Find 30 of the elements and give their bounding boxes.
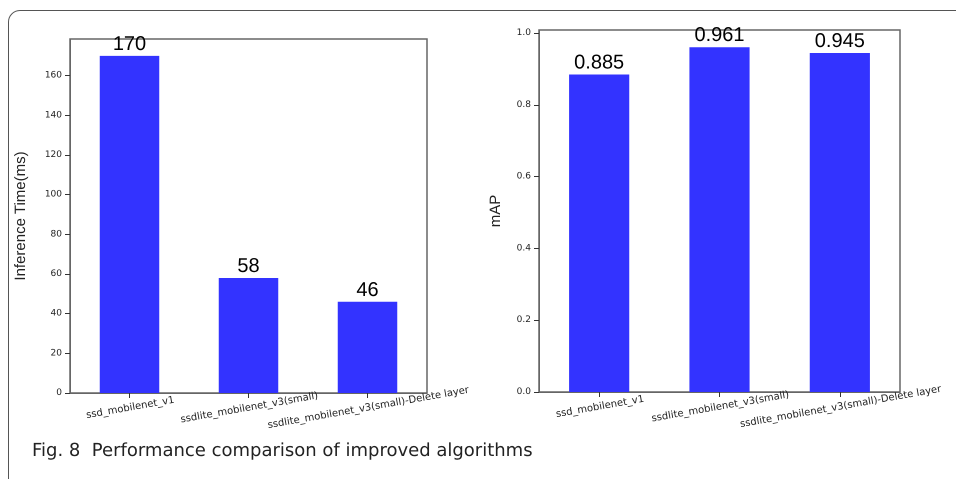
y-tick-label: 0 — [56, 388, 62, 398]
bar — [338, 302, 398, 393]
caption: Fig. 8 Performance comparison of improved algorithms — [32, 440, 533, 461]
y-tick-label: 0.0 — [516, 387, 532, 397]
data-label: 46 — [356, 278, 379, 301]
bar — [100, 56, 160, 393]
y-tick-label: 80 — [50, 229, 62, 240]
y-tick-label: 120 — [44, 150, 62, 160]
y-tick-label: 160 — [44, 70, 62, 81]
y-axis-title: Inference Time(ms) — [12, 151, 29, 281]
y-tick-label: 1.0 — [516, 28, 532, 38]
y-axis-title: mAP — [487, 194, 504, 228]
y-tick-label: 140 — [44, 110, 62, 120]
bar — [810, 52, 870, 392]
y-tick-label: 0.4 — [516, 243, 532, 254]
data-label: 0.945 — [814, 30, 865, 52]
y-tick-label: 60 — [50, 269, 62, 280]
data-label: 0.885 — [574, 51, 624, 74]
y-tick-label: 0.8 — [516, 100, 532, 110]
data-label: 58 — [237, 254, 260, 277]
y-tick-label: 20 — [50, 348, 62, 358]
bar — [218, 278, 278, 393]
data-label: 170 — [112, 32, 146, 55]
y-tick-label: 0.2 — [516, 315, 531, 326]
data-label: 0.961 — [694, 24, 745, 46]
y-tick-label: 100 — [44, 190, 62, 200]
y-tick-label: 40 — [50, 308, 62, 319]
bar — [569, 74, 630, 392]
bar — [689, 47, 750, 392]
y-tick-label: 0.6 — [516, 172, 532, 182]
